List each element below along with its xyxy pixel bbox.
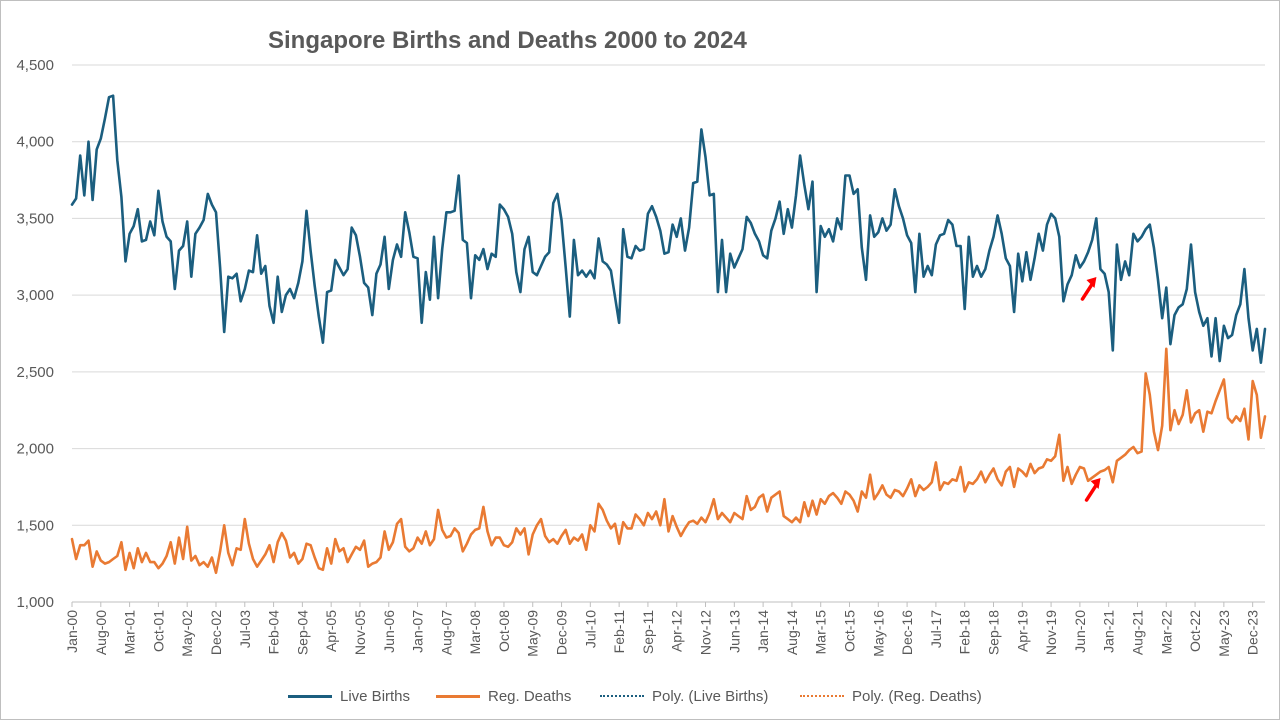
red-arrow-annotation [1084,478,1101,502]
x-tick-label: May-09 [525,610,541,657]
arrow-head [1086,277,1097,289]
x-tick-label: May-23 [1216,610,1232,657]
x-tick-label: Sep-04 [294,610,310,655]
gridlines [72,64,1265,603]
y-tick-label: 3,000 [16,287,54,304]
x-tick-label: Jun-13 [726,610,742,653]
y-tick-label: 2,500 [16,364,54,381]
x-tick-label: Feb-04 [266,610,282,655]
x-tick-label: Dec-09 [554,610,570,655]
x-tick-label: Nov-19 [1043,610,1059,655]
x-tick-label: Dec-23 [1245,610,1261,655]
x-tick-label: Sep-18 [985,610,1001,655]
x-tick-label: May-16 [870,610,886,657]
y-tick-label: 4,500 [16,57,54,74]
x-tick-label: Jul-10 [582,610,598,648]
legend-swatch-poly-reg-deaths [800,695,844,697]
x-tick-label: Oct-15 [842,610,858,652]
x-tick-label: Aug-21 [1129,610,1145,655]
x-tick-label: Apr-05 [323,610,339,652]
x-tick-label: Jul-17 [928,610,944,648]
red-arrow-annotation [1080,277,1097,301]
legend-label-poly-reg-deaths: Poly. (Reg. Deaths) [852,687,982,705]
x-tick-label: Jan-07 [410,610,426,653]
x-tick-label: Dec-16 [899,610,915,655]
x-tick-label: Oct-01 [150,610,166,652]
arrow-head [1090,478,1101,490]
legend-item-poly-reg-deaths: Poly. (Reg. Deaths) [800,684,982,708]
legend-swatch-reg-deaths [436,694,480,698]
x-tick-label: Sep-11 [640,610,656,654]
legend-label-poly-live-births: Poly. (Live Births) [652,687,769,705]
x-tick-label: Dec-02 [208,610,224,655]
y-tick-label: 4,000 [16,134,54,151]
x-tick-label: Mar-08 [467,610,483,655]
legend-label-reg-deaths: Reg. Deaths [488,687,572,705]
x-tick-label: Feb-11 [611,610,627,654]
x-tick-label: Jul-03 [237,610,253,648]
legend-label-live-births: Live Births [340,687,411,705]
x-tick-label: Mar-15 [813,610,829,655]
y-tick-label: 1,000 [16,594,54,611]
y-tick-label: 2,000 [16,441,54,458]
x-tick-label: Jun-06 [381,610,397,653]
x-tick-label: Nov-12 [698,610,714,655]
y-axis: 1,000 1,500 2,000 2,500 3,000 3,500 4,000 4,500 [16,57,54,611]
x-tick-label: Jan-14 [755,610,771,653]
x-tick-label: May-02 [179,610,195,657]
x-tick-label: Aug-14 [784,610,800,655]
legend-item-reg-deaths: Reg. Deaths [436,684,571,708]
x-tick-label: Apr-12 [669,610,685,652]
legend-swatch-poly-live-births [600,695,644,697]
x-tick-label: Nov-05 [352,610,368,655]
x-tick-label: Aug-07 [438,610,454,655]
x-tick-label: Jan-00 [64,610,80,653]
annotations [1080,277,1101,502]
y-tick-label: 1,500 [16,517,54,534]
x-tick-label: Oct-22 [1187,610,1203,652]
x-tick-label: Jan-21 [1101,610,1117,653]
x-tick-label: Oct-08 [496,610,512,652]
legend-item-poly-live-births: Poly. (Live Births) [600,684,768,708]
chart-title: Singapore Births and Deaths 2000 to 2024 [268,27,747,54]
x-tick-label: Feb-18 [957,610,973,655]
x-tick-label: Aug-00 [93,610,109,655]
series-lines [70,94,1267,575]
y-tick-label: 3,500 [16,210,54,227]
series-line-deaths [70,347,1267,575]
legend-swatch-live-births [288,694,332,698]
x-tick-label: Mar-22 [1158,610,1174,655]
x-axis: Jan-00 Aug-00 Mar-01 Oct-01 May-02 Dec-02 Jul-… [64,601,1265,657]
legend-item-live-births: Live Births [288,684,410,708]
x-tick-label: Apr-19 [1014,610,1030,652]
legend: Live Births Reg. Deaths Poly. (Live Birt… [0,684,1280,708]
trendlines [72,238,1265,553]
series-line-births [70,94,1267,364]
x-tick-label: Mar-01 [122,610,138,655]
x-tick-label: Jun-20 [1072,610,1088,653]
